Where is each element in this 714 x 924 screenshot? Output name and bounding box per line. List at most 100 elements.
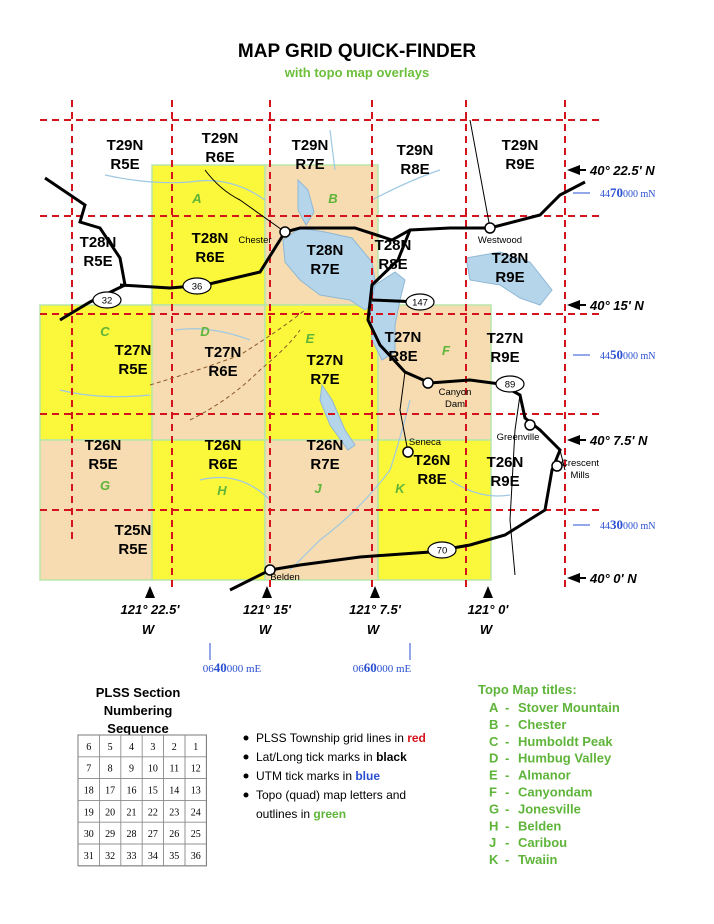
plss-number: 8 [108, 764, 113, 775]
long-label: W [367, 622, 381, 637]
legend-part: black [376, 750, 407, 764]
township-label: T29N [502, 137, 539, 154]
topo-letter: F [489, 785, 497, 800]
topo-dash: - [505, 768, 509, 783]
topo-dash: - [505, 818, 509, 833]
place-label: Seneca [409, 437, 442, 448]
utm-part: 30 [610, 517, 623, 532]
streams [59, 129, 511, 571]
minor-road [204, 119, 566, 576]
township-label: R8E [400, 161, 429, 178]
quads [39, 164, 492, 581]
township-label: T29N [292, 137, 329, 154]
topo-letter: K [489, 852, 499, 867]
legend-item: Topo (quad) map letters and [256, 788, 406, 802]
quad-outline [39, 304, 154, 441]
utm-part: 44 [600, 189, 610, 200]
place-marker [484, 222, 496, 234]
township-label: R9E [495, 269, 524, 286]
legend-bullet [243, 773, 249, 779]
quad-letter: G [100, 478, 110, 493]
topo-letter: J [489, 835, 496, 850]
plss-cell [184, 843, 207, 867]
butt-lake [297, 178, 315, 227]
legend-bullet [243, 735, 249, 741]
plss-number: 10 [148, 764, 158, 775]
lat-label: 40° 15' N [589, 298, 644, 313]
plss-number: 23 [169, 807, 179, 818]
township-label: T28N [192, 230, 229, 247]
quad-letter: B [328, 191, 337, 206]
township-label: T29N [202, 130, 239, 147]
township-label: R6E [195, 249, 224, 266]
subtitle: with topo map overlays [284, 65, 429, 80]
lat-label: 40° 0' N [589, 571, 637, 586]
township-label: R5E [88, 456, 117, 473]
place-label: Canyon [439, 387, 472, 398]
utm-label: 4450000 mN [600, 347, 656, 362]
plss-number: 19 [84, 807, 94, 818]
long-label: W [480, 622, 494, 637]
road [229, 568, 271, 592]
legend-item: Lat/Long tick marks in black [256, 750, 407, 764]
long-label: W [259, 622, 273, 637]
plss-number: 4 [129, 742, 134, 753]
plss-number: 27 [148, 829, 158, 840]
topo-name: Caribou [518, 835, 567, 850]
township-label: T29N [107, 137, 144, 154]
mountain-meadows [465, 251, 553, 306]
township-label: T26N [487, 454, 524, 471]
legend-part: Lat/Long tick marks in [256, 750, 376, 764]
plss-number: 31 [84, 851, 94, 862]
township-label: R9E [490, 349, 519, 366]
topo-name: Almanor [518, 768, 571, 783]
utm-label: 0640000 mE [203, 660, 262, 675]
plss-number: 9 [129, 764, 134, 775]
long-tick [483, 586, 493, 598]
utm-label: 4430000 mN [600, 517, 656, 532]
township-label: R7E [310, 371, 339, 388]
place-marker [264, 564, 276, 576]
topo-dash: - [505, 835, 509, 850]
long-tick [370, 586, 380, 598]
township-label: T27N [205, 344, 242, 361]
plss-title: Numbering [104, 703, 173, 718]
lat-tick [567, 165, 580, 175]
topo-name: Canyondam [518, 785, 592, 800]
long-label: 121° 0' [468, 602, 510, 617]
plss-number: 18 [84, 786, 94, 797]
topo-name: Chester [518, 717, 566, 732]
long-label: 121° 15' [243, 602, 292, 617]
butt-valley-res [319, 383, 356, 451]
legend-part: Topo (quad) map letters and [256, 788, 406, 802]
lat-tick [567, 300, 580, 310]
utm-part: 000 mN [623, 189, 656, 200]
township-label: R6E [205, 149, 234, 166]
township-label: R6E [208, 456, 237, 473]
plss-number: 1 [193, 742, 198, 753]
plss-number: 21 [127, 807, 137, 818]
township-label: R7E [310, 456, 339, 473]
plss-number: 13 [191, 786, 201, 797]
township-label: T26N [205, 437, 242, 454]
plss-number: 14 [169, 786, 179, 797]
topo-dash: - [505, 734, 509, 749]
topo-heading: Topo Map titles: [478, 682, 577, 697]
legend-item: UTM tick marks in blue [256, 769, 380, 783]
township-label: T27N [115, 342, 152, 359]
township-label: T28N [375, 237, 412, 254]
plss-number: 34 [148, 851, 158, 862]
topo-dash: - [505, 751, 509, 766]
lat-tick [567, 435, 580, 445]
quad-letter: E [306, 331, 315, 346]
place-label: Dam [445, 399, 465, 410]
place-marker [279, 226, 291, 238]
utm-part: 06 [203, 663, 215, 675]
township-label: R9E [490, 473, 519, 490]
water [59, 129, 553, 571]
topo-name: Belden [518, 818, 561, 833]
lat-tick [567, 573, 580, 583]
topo-letter: B [489, 717, 498, 732]
utm-part: 000 mE [377, 663, 412, 675]
highway-number: 36 [192, 282, 203, 293]
